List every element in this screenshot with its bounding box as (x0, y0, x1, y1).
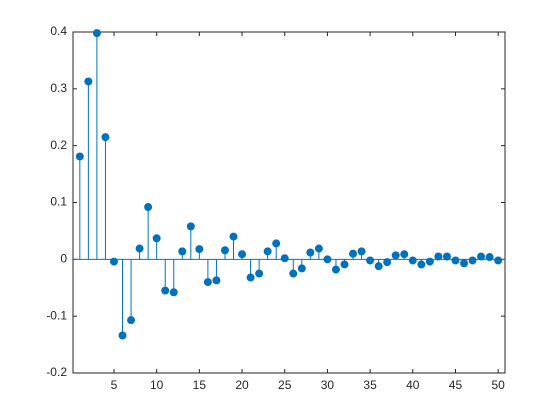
y-tick-label: 0.1 (50, 195, 67, 209)
stem-marker (391, 251, 400, 260)
y-tick-label: 0.2 (50, 138, 67, 152)
y-tick-label: 0.3 (50, 81, 67, 95)
stem-marker (92, 29, 101, 38)
stem-marker (425, 257, 434, 266)
stem-marker (468, 256, 477, 265)
stem-marker (451, 256, 460, 265)
stem-marker (383, 258, 392, 267)
x-tick-label: 25 (278, 378, 292, 392)
x-tick-label: 35 (363, 378, 377, 392)
stem-marker (374, 262, 383, 271)
stem-marker (408, 256, 417, 265)
axes-box (72, 31, 506, 374)
stem-marker (169, 288, 178, 297)
stem-marker (366, 256, 375, 265)
stem-marker (272, 239, 281, 248)
y-tick-label: 0.4 (50, 24, 67, 38)
stem-marker (494, 256, 503, 265)
x-tick-label: 30 (321, 378, 335, 392)
stem-marker (178, 247, 187, 256)
x-tick-label: 15 (193, 378, 207, 392)
stem-marker (357, 247, 366, 256)
x-tick-label: 50 (491, 378, 505, 392)
stem-marker (238, 250, 247, 259)
stem-marker (255, 269, 264, 278)
stem-marker (135, 244, 144, 253)
stem-marker (195, 245, 204, 254)
stem-marker (485, 253, 494, 262)
stem-marker (75, 152, 84, 161)
stem-marker (323, 255, 332, 264)
stem-marker (434, 252, 443, 261)
stem-marker (263, 247, 272, 256)
stem-marker (280, 254, 289, 263)
y-tick-label: -0.2 (46, 365, 67, 379)
stem-marker (186, 222, 195, 231)
stem-marker (220, 246, 229, 255)
stem-marker (109, 257, 118, 266)
stem-marker (161, 286, 170, 295)
stem-marker (442, 252, 451, 261)
stem-marker (152, 234, 161, 243)
stem-marker (229, 232, 238, 241)
y-tick-label: 0 (60, 252, 67, 266)
stem-marker (289, 269, 298, 278)
stem-marker (314, 244, 323, 253)
stem-marker (297, 264, 306, 273)
stem-marker (127, 316, 136, 325)
stem-marker (349, 249, 358, 258)
stem-marker (101, 133, 110, 142)
stem-marker (144, 203, 153, 212)
stem-marker (331, 265, 340, 274)
stem-marker (306, 248, 315, 257)
x-tick-label: 20 (235, 378, 249, 392)
x-tick-label: 40 (406, 378, 420, 392)
stem-marker (477, 252, 486, 261)
stem-marker (118, 331, 127, 340)
stem-marker (212, 276, 221, 285)
stem-marker (400, 250, 409, 259)
stem-marker (203, 278, 212, 287)
stem-marker (460, 259, 469, 268)
x-tick-label: 5 (111, 378, 118, 392)
stem-marker (246, 273, 255, 282)
stem-marker (417, 260, 426, 269)
stem-marker (340, 260, 349, 269)
x-tick-label: 45 (449, 378, 463, 392)
x-tick-label: 10 (150, 378, 164, 392)
stem-marker (84, 77, 93, 86)
y-tick-label: -0.1 (46, 308, 67, 322)
